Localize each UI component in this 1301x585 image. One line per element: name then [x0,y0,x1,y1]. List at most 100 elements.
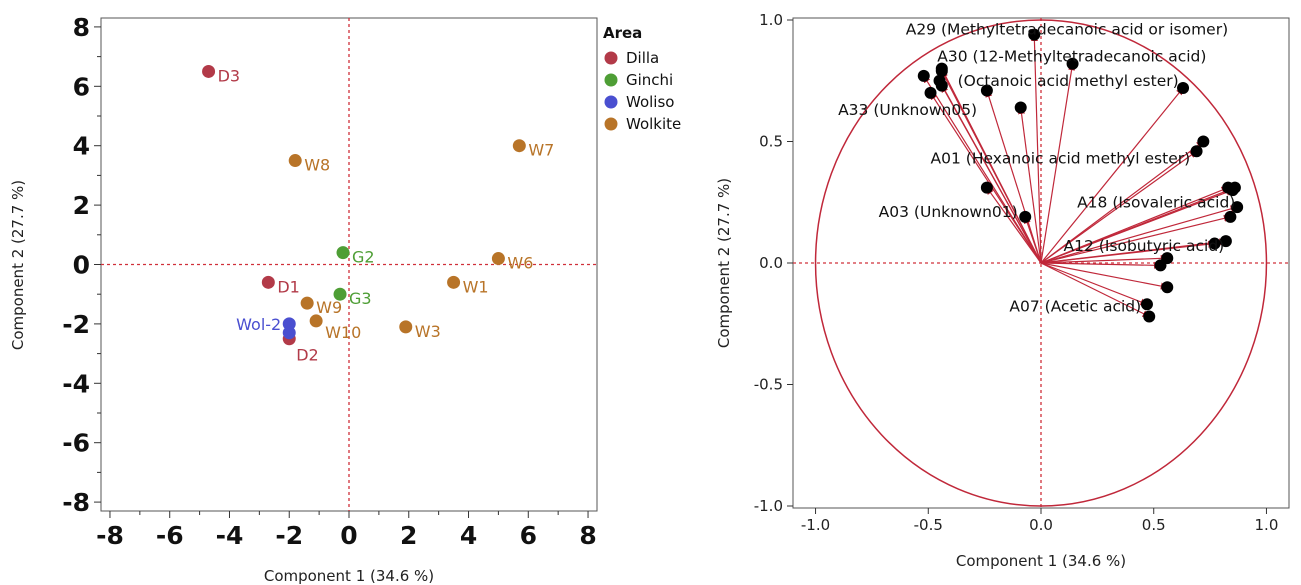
loading-point [1014,101,1027,114]
loading-arrow [1040,254,1168,264]
loading-vectors [917,28,1244,323]
loading-label: A18 (Isovaleric acid) [1077,193,1235,211]
score-point-label: G3 [349,289,372,308]
score-point [447,275,461,289]
legend-title: Area [603,24,642,42]
x-tick-label: -0.5 [914,516,943,534]
y-tick-label: 1.0 [759,11,783,29]
loading-point [1028,28,1041,41]
loading-point [1161,281,1174,294]
loading-point [1224,210,1237,223]
loading-arrow [1040,141,1204,264]
loading-point [1143,310,1156,323]
loading-point [1226,184,1239,197]
score-point [261,275,275,289]
x-tick-label: -1.0 [801,516,830,534]
loading-label: A01 (Hexanoic acid methyl ester) [931,150,1191,168]
loading-point [935,62,948,75]
y-tick-label: 0 [73,251,90,280]
score-point [333,287,347,301]
loading-arrow [986,187,1042,264]
y-tick-label: 8 [73,13,90,42]
score-plot-points: D3 D1 D2 G2 G3 Wol-2 W8 W7 W6 W1 W3 W9 W10 [202,64,554,365]
x-tick-label: 6 [520,521,537,550]
legend-entry-label: Wolkite [626,115,681,133]
loading-point [1231,201,1244,214]
score-point [282,317,296,331]
loading-labels: A29 (Methyltetradecanoic acid or isomer)… [838,21,1235,316]
legend-entries: Dilla Ginchi Woliso Wolkite [604,49,681,133]
score-point-label: Wol-2 [236,315,281,334]
loading-label: A07 (Acetic acid) [1009,298,1141,316]
loading-point [1208,237,1221,250]
score-point [282,326,296,340]
loading-arrow [1023,216,1042,264]
score-point-label: D2 [296,346,319,365]
x-tick-label: 0.0 [1029,516,1053,534]
unit-circle [814,19,1268,507]
loading-point [980,84,993,97]
y-tick-label: -1.0 [754,497,783,515]
loading-point [1019,210,1032,223]
loading-point [1219,235,1232,248]
x-tick-label: 8 [579,521,596,550]
loading-arrow [1040,261,1162,269]
y-tick-label: -8 [62,488,90,517]
loading-point [924,86,937,99]
legend-swatch [604,95,618,109]
loading-point [1154,259,1167,272]
score-plot-legend: Area Dilla Ginchi Woliso Wolkite [603,24,681,133]
legend-swatch [604,117,618,131]
score-point-label: W7 [528,141,554,160]
x-tick-label: 1.0 [1255,516,1279,534]
y-tick-label: 0.5 [759,133,783,151]
loading-label: A29 (Methyltetradecanoic acid or isomer) [906,21,1228,39]
loading-arrow [1040,189,1234,264]
loading-point [1066,57,1079,70]
score-point-label: W6 [507,254,533,273]
legend-entry-label: Ginchi [626,71,673,89]
loading-arrow [1040,262,1150,317]
loading-point [1197,135,1210,148]
score-point [202,64,216,78]
x-tick-label: -4 [216,521,244,550]
loading-arrow [930,92,1042,264]
loading-arrow [1040,87,1184,264]
score-plot-y-ticks: 8 6 4 2 0 -2 -4 -6 -8 [62,13,101,517]
loading-arrow [941,67,1042,264]
x-tick-label: -2 [275,521,303,550]
loading-plot: -1.0 -0.5 0.0 0.5 1.0 1.0 0.5 0.0 -0.5 -1.0 A29 … [715,11,1290,570]
loading-arrow [1017,106,1042,264]
loading-arrow [1040,214,1232,264]
x-tick-label: -6 [156,521,184,550]
loading-point [1177,82,1190,95]
y-tick-label: 6 [73,72,90,101]
loading-arrow [1040,150,1198,264]
legend-entry-label: Woliso [626,93,674,111]
score-point-label: D3 [218,66,241,85]
y-tick-label: 2 [73,191,90,220]
score-point [309,314,323,328]
loading-plot-y-axis-title: Component 2 (27.7 %) [715,178,733,348]
loading-arrow [1040,240,1216,264]
y-tick-label: -2 [62,310,90,339]
y-tick-label: -6 [62,429,90,458]
loading-point [980,181,993,194]
score-plot-x-ticks: -8 -6 -4 -2 0 2 4 6 8 [96,511,597,550]
loading-arrow [941,84,1042,264]
loading-label: (Octanoic acid methyl ester) [958,72,1179,90]
legend-swatch [604,51,618,65]
loading-label: A12 (Isobutyric acid) [1064,237,1225,255]
y-tick-label: -4 [62,369,90,398]
y-tick-label: 0.0 [759,254,783,272]
x-tick-label: 4 [460,521,477,550]
loading-arrow [1040,205,1238,264]
score-point [512,139,526,153]
score-point [336,246,350,260]
loading-arrow [1030,33,1042,264]
loading-plot-x-axis-title: Component 1 (34.6 %) [956,552,1126,570]
score-point [491,252,505,266]
x-tick-label: -8 [96,521,124,550]
score-plot-x-axis-title: Component 1 (34.6 %) [264,567,434,585]
loading-label: A30 (12-Methyltetradecanoic acid) [937,47,1206,65]
